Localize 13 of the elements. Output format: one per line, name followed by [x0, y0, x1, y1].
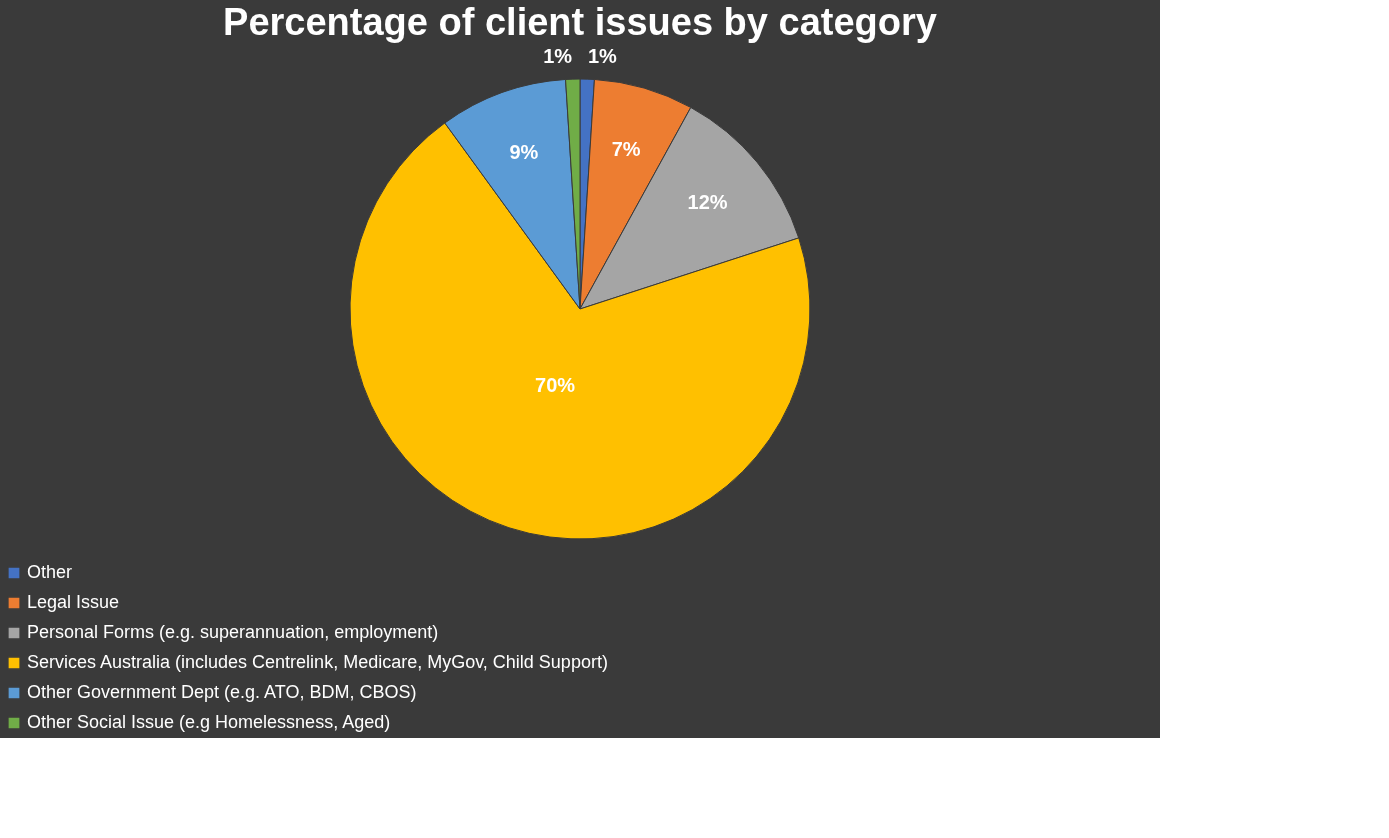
legend-label: Other Social Issue (e.g Homelessness, Aged): [27, 712, 391, 732]
legend-label: Other: [27, 562, 73, 582]
legend-label: Personal Forms (e.g. superannuation, employment): [27, 622, 439, 642]
legend-label: Other Government Dept (e.g. ATO, BDM, CBOS): [27, 682, 417, 702]
data-label: 9%: [509, 141, 539, 164]
legend-label: Services Australia (includes Centrelink, Medicare, MyGov, Child Support): [27, 652, 608, 672]
data-label: 7%: [611, 137, 641, 160]
legend-label: Legal Issue: [27, 592, 120, 612]
data-label: 1%: [543, 45, 573, 68]
data-label: 70%: [535, 373, 576, 396]
data-label: 12%: [687, 191, 728, 214]
data-label: 1%: [587, 45, 618, 68]
chart-title: Percentage of client issues by category: [223, 1, 937, 44]
